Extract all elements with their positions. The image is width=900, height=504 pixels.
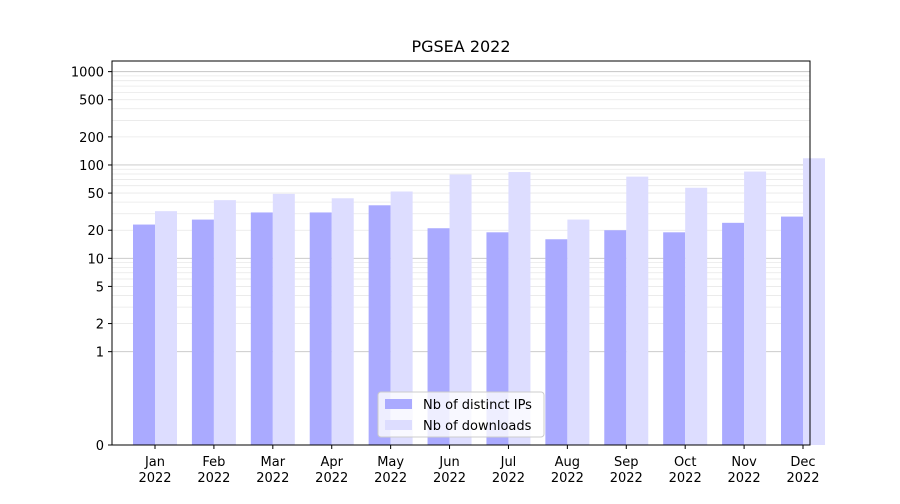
bar-distinct-ips [191,219,214,445]
x-tick-label: Apr 2022 [315,455,348,486]
bar-downloads [449,174,472,446]
x-tick-label: Oct 2022 [669,455,702,486]
bar-downloads [272,193,295,445]
y-tick-label: 1 [96,346,104,361]
bar-distinct-ips [309,212,332,445]
x-tick-label: May 2022 [374,455,407,486]
x-tick-label: Feb 2022 [197,455,230,486]
bar-downloads [626,176,649,445]
bars-layer [133,158,825,446]
legend-box [377,391,545,438]
y-tick-label: 0 [96,439,104,454]
bar-distinct-ips [663,232,686,445]
bar-distinct-ips [427,228,450,445]
legend-swatch [385,399,412,409]
bar-distinct-ips [604,230,627,445]
y-tick-label: 100 [79,159,104,174]
bar-downloads [508,172,531,445]
x-tick-label: Sep 2022 [610,455,643,486]
bar-downloads [390,191,413,445]
bar-downloads [213,200,236,445]
x-tick-label: Mar 2022 [256,455,289,486]
x-tick-label: Nov 2022 [728,455,761,486]
bar-distinct-ips [368,205,391,445]
bar-downloads [744,171,767,445]
legend: Nb of distinct IPs Nb of downloads [377,391,545,438]
bar-downloads [685,187,708,445]
x-tick-label: Dec 2022 [786,455,819,486]
y-tick-label: 20 [87,224,104,239]
bar-distinct-ips [722,222,745,445]
chart-title: PGSEA 2022 [411,37,510,56]
legend-label: Nb of downloads [423,419,532,434]
bar-downloads [155,211,177,445]
x-tick-label: Jun 2022 [433,455,466,486]
bar-distinct-ips [250,212,273,445]
bar-distinct-ips [133,224,155,445]
y-tick-label: 500 [79,94,104,109]
x-tick-label: Jul 2022 [492,455,525,486]
x-tick-label: Jan 2022 [138,455,171,486]
y-tick-label: 5 [96,280,104,295]
y-tick-label: 200 [79,131,104,146]
bar-distinct-ips [545,239,568,445]
axis-layer: 0 1 2 5 10 20 50 100 200 500 1000 Jan 2022 Feb 2022 Mar… [71,60,820,486]
y-tick-label: 1000 [71,66,104,81]
legend-swatch [385,420,412,430]
bar-downloads [567,219,590,445]
bar-distinct-ips [781,216,803,445]
y-tick-label: 50 [87,187,104,202]
plot-frame [111,60,811,446]
bar-downloads [331,198,354,445]
legend-label: Nb of distinct IPs [423,398,532,413]
y-tick-label: 2 [96,318,104,333]
x-tick-label: Aug 2022 [551,455,584,486]
bar-downloads [803,158,825,445]
y-tick-label: 10 [87,252,104,267]
